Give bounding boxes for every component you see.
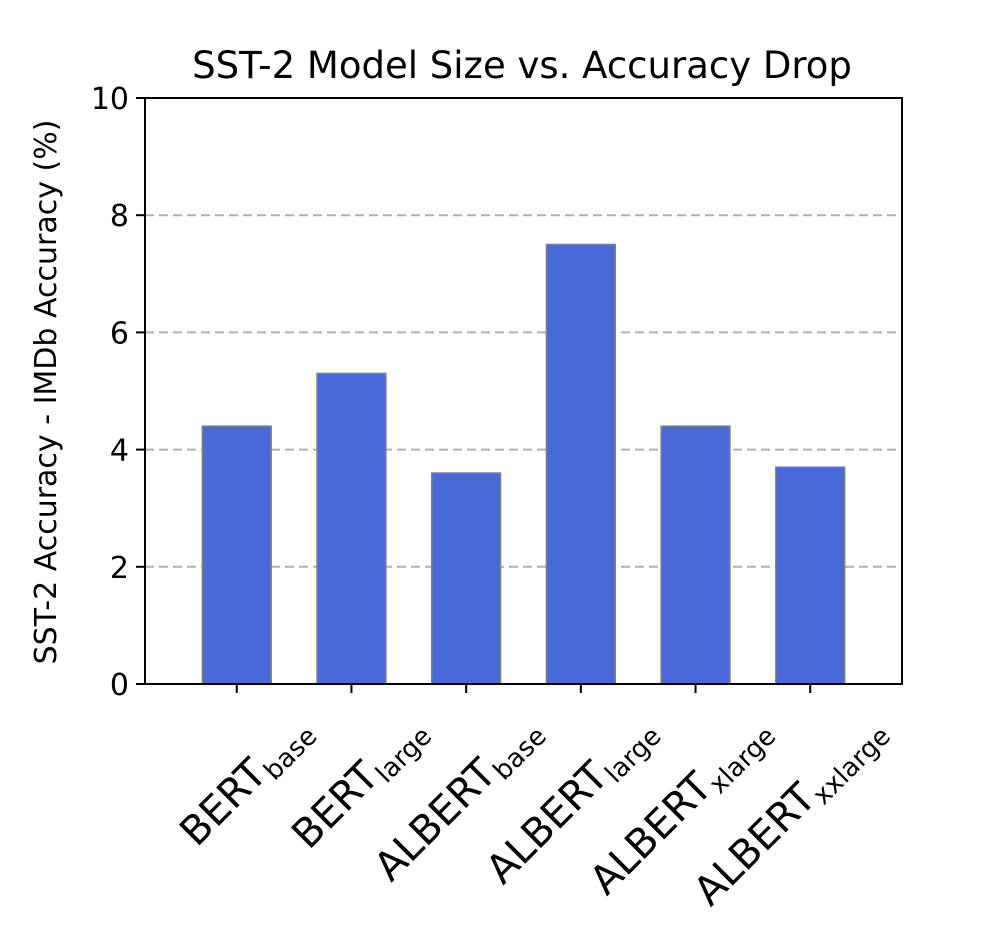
y-tick-label: 0 xyxy=(110,668,129,703)
bar xyxy=(316,372,387,685)
y-tick-label: 10 xyxy=(91,82,129,117)
x-axis-ticks: BERTbaseBERTlargeALBERTbaseALBERTlargeAL… xyxy=(171,684,897,919)
bar xyxy=(201,425,272,685)
y-tick-label: 8 xyxy=(110,199,129,234)
chart-title: SST-2 Model Size vs. Accuracy Drop xyxy=(192,44,852,87)
x-tick-subscript: large xyxy=(370,721,438,789)
x-tick-subscript: large xyxy=(600,721,668,789)
bar xyxy=(430,472,502,685)
bar xyxy=(545,243,617,685)
plot-frame xyxy=(144,97,903,685)
y-axis-ticks: 0 2 4 6 8 10 xyxy=(91,82,145,703)
bar xyxy=(775,466,846,685)
x-tick-subscript: xxlarge xyxy=(807,721,897,811)
x-tick-subscript: xlarge xyxy=(703,721,782,800)
bars xyxy=(201,243,846,685)
y-tick-label: 6 xyxy=(110,316,129,351)
y-tick-label: 4 xyxy=(110,434,129,469)
x-tick-label: ALBERTxxlarge xyxy=(685,707,897,919)
y-tick-label: 2 xyxy=(110,551,129,586)
y-axis-label: SST-2 Accuracy - IMDb Accuracy (%) xyxy=(29,120,64,665)
bar xyxy=(660,425,731,685)
